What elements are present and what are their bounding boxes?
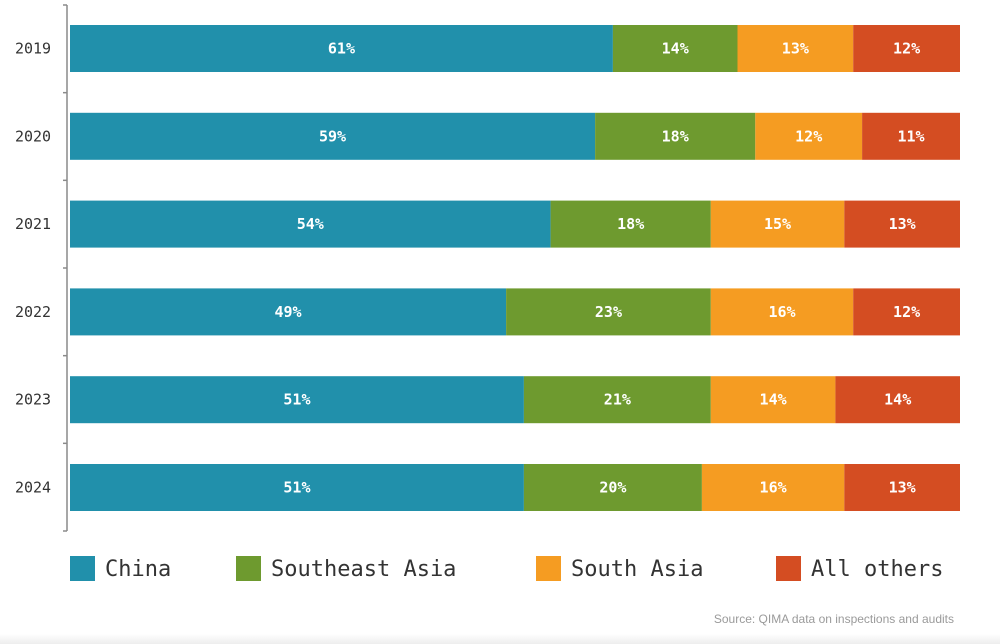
bar-segment	[70, 288, 507, 336]
data-label: 20%	[599, 479, 626, 497]
data-label: 18%	[617, 215, 644, 233]
bar-segment	[523, 376, 711, 424]
bars: 61% 14% 13% 12% 59% 18% 12% 11% 54% 18% 15% 13% 49% 2…	[70, 25, 960, 511]
source-note: Source: QIMA data on inspections and aud…	[713, 612, 954, 626]
legend-label: All others	[811, 557, 943, 582]
bar-segment	[844, 464, 960, 511]
category-label: 2021	[15, 215, 51, 233]
bar-segment	[595, 112, 756, 160]
bar-segment	[835, 376, 960, 424]
data-label: 14%	[760, 391, 787, 409]
data-label: 59%	[319, 127, 346, 145]
data-label: 13%	[889, 479, 916, 497]
bar-segment	[550, 200, 711, 248]
bar-segment	[844, 200, 960, 248]
bottom-shade	[0, 634, 1000, 644]
legend: China Southeast Asia South Asia All others	[70, 556, 943, 582]
legend-swatch	[70, 556, 95, 581]
bar-segment	[701, 464, 845, 511]
bar-segment	[710, 200, 845, 248]
bar-segment	[70, 25, 613, 72]
data-label: 12%	[795, 127, 822, 145]
bar-segment	[710, 376, 836, 424]
legend-swatch	[536, 556, 561, 581]
data-label: 13%	[889, 215, 916, 233]
data-label: 49%	[275, 303, 302, 321]
data-label: 21%	[604, 391, 631, 409]
bar-segment	[70, 112, 596, 160]
data-label: 11%	[898, 127, 925, 145]
data-label: 16%	[760, 479, 787, 497]
bar-segment	[755, 112, 863, 160]
bar-segment	[862, 112, 960, 160]
bar-segment	[523, 464, 702, 511]
data-label: 14%	[884, 391, 911, 409]
bar-segment	[70, 200, 551, 248]
data-label: 12%	[893, 40, 920, 58]
data-label: 12%	[893, 303, 920, 321]
legend-label: South Asia	[571, 557, 703, 582]
legend-label: Southeast Asia	[271, 557, 456, 582]
data-label: 51%	[283, 391, 310, 409]
legend-swatch	[236, 556, 261, 581]
data-label: 23%	[595, 303, 622, 321]
legend-label: China	[105, 557, 171, 582]
data-label: 16%	[768, 303, 795, 321]
bar-segment	[506, 288, 711, 336]
bar-segment	[70, 464, 524, 511]
bar-segment	[853, 25, 960, 72]
data-label: 15%	[764, 215, 791, 233]
data-label: 61%	[328, 40, 355, 58]
legend-swatch	[776, 556, 801, 581]
bar-segment	[710, 288, 854, 336]
category-label: 2020	[15, 127, 51, 145]
data-label: 13%	[782, 40, 809, 58]
bar-segment	[737, 25, 854, 72]
category-label: 2024	[15, 479, 51, 497]
data-label: 14%	[662, 40, 689, 58]
data-label: 54%	[297, 215, 324, 233]
data-label: 18%	[662, 127, 689, 145]
bar-segment	[853, 288, 960, 336]
bar-segment	[612, 25, 738, 72]
category-label: 2023	[15, 391, 51, 409]
category-label: 2022	[15, 303, 51, 321]
bar-segment	[70, 376, 524, 424]
category-label: 2019	[15, 40, 51, 58]
y-axis: 2019 2020 2021 2022 2023 2024	[15, 4, 68, 532]
data-label: 51%	[283, 479, 310, 497]
